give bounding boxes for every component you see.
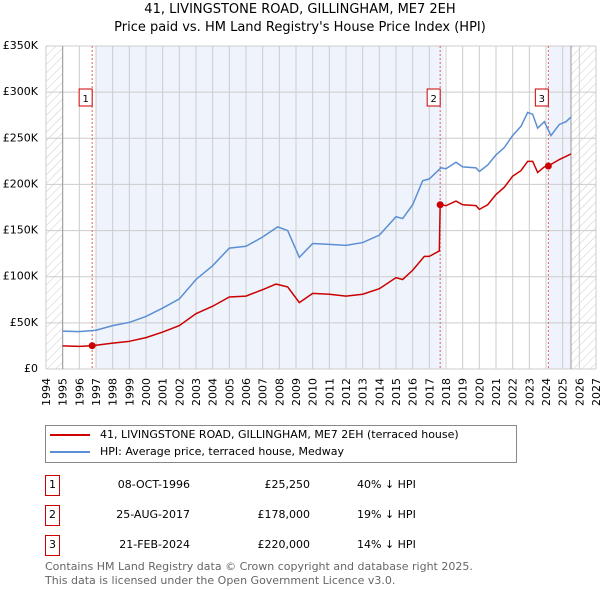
sale-label-box [534,88,549,107]
sale-label-box [426,88,441,107]
x-tick-label: 2015 [390,378,403,406]
transaction-date: 21-FEB-2024 [119,538,190,551]
transaction-date: 25-AUG-2017 [116,508,190,521]
legend-label: 41, LIVINGSTONE ROAD, GILLINGHAM, ME7 2E… [100,428,459,441]
x-tick-label: 2006 [240,378,253,406]
transaction-hpi: 40% ↓ HPI [357,478,416,491]
y-tick-label: £300K [3,85,39,98]
x-tick-label: 2020 [473,378,486,406]
x-tick-label: 2019 [457,378,470,406]
no-data-hatch-right [571,46,596,369]
x-tick-label: 2001 [157,378,170,406]
y-tick-label: £0 [24,362,38,375]
y-tick-label: £100K [3,270,39,283]
sale-point [436,201,444,209]
sale-label: 3 [539,94,545,105]
x-tick-label: 1994 [40,378,53,406]
price-chart: 1994 1995 1996 1997 1998 1999 2000 2001 2002 2003… [3,39,600,406]
legend-line-red [50,434,90,436]
x-tick-label: 2016 [407,378,420,406]
no-data-hatch-left [46,46,63,369]
x-tick-label: 2024 [540,378,553,406]
x-tick-label: 1995 [57,378,70,406]
x-tick-label: 2025 [557,378,570,406]
transaction-hpi: 19% ↓ HPI [357,508,416,521]
x-tick-label: 2027 [590,378,600,406]
transaction-hpi: 14% ↓ HPI [357,538,416,551]
x-tick-label: 2011 [323,378,336,406]
x-tick-label: 2007 [257,378,270,406]
x-tick-label: 1998 [107,378,120,406]
chart-title: 41, LIVINGSTONE ROAD, GILLINGHAM, ME7 2E… [144,2,456,17]
x-tick-label: 2017 [423,378,436,406]
x-tick-label: 2026 [573,378,586,406]
y-tick-label: £50K [10,316,39,329]
sale-label-box [78,88,93,107]
x-tick-label: 2002 [173,378,186,406]
x-tick-label: 2009 [290,378,303,406]
x-tick-label: 2008 [273,378,286,406]
x-tick-label: 2018 [440,378,453,406]
x-tick-label: 2022 [507,378,520,406]
ownership-shade [96,46,445,369]
x-tick-label: 2005 [223,378,236,406]
x-tick-label: 2013 [357,378,370,406]
x-tick-label: 1997 [90,378,103,406]
legend-label: HPI: Average price, terraced house, Medw… [100,445,345,458]
x-tick-label: 2010 [307,378,320,406]
x-tick-label: 2012 [340,378,353,406]
x-tick-label: 2023 [523,378,536,406]
x-tick-label: 1999 [123,378,136,406]
legend: 41, LIVINGSTONE ROAD, GILLINGHAM, ME7 2E… [45,425,517,463]
x-tick-label: 1996 [73,378,86,406]
y-tick-label: £200K [3,177,39,190]
transaction-price: £220,000 [257,538,311,551]
series-line [62,153,572,348]
x-tick-label: 2021 [490,378,503,406]
licence-note: This data is licensed under the Open Gov… [45,574,396,587]
y-tick-label: £150K [3,224,39,237]
sale-label: 1 [82,94,88,105]
transaction-price: £25,250 [264,478,311,491]
transaction-date: 08-OCT-1996 [117,478,190,491]
legend-item-property: 41, LIVINGSTONE ROAD, GILLINGHAM, ME7 2E… [50,427,459,443]
transaction-price: £178,000 [257,508,311,521]
y-tick-label: £350K [3,39,39,52]
chart-subtitle: Price paid vs. HM Land Registry's House … [114,20,486,35]
legend-item-hpi: HPI: Average price, terraced house, Medw… [50,444,344,460]
ownership-shade [548,46,571,369]
x-tick-label: 2000 [140,378,153,406]
sale-label: 2 [430,94,436,105]
transaction-number: 2 [45,505,60,526]
sale-point [544,162,552,170]
sale-point [88,342,96,350]
y-tick-label: £250K [3,131,39,144]
series-line [62,111,572,333]
copyright-note: Contains HM Land Registry data © Crown c… [45,560,473,573]
transaction-number: 1 [45,475,60,496]
x-tick-label: 2014 [373,378,386,406]
x-tick-label: 2003 [190,378,203,406]
transaction-number: 3 [45,535,60,556]
x-tick-label: 2004 [207,378,220,406]
legend-line-blue [50,451,90,453]
